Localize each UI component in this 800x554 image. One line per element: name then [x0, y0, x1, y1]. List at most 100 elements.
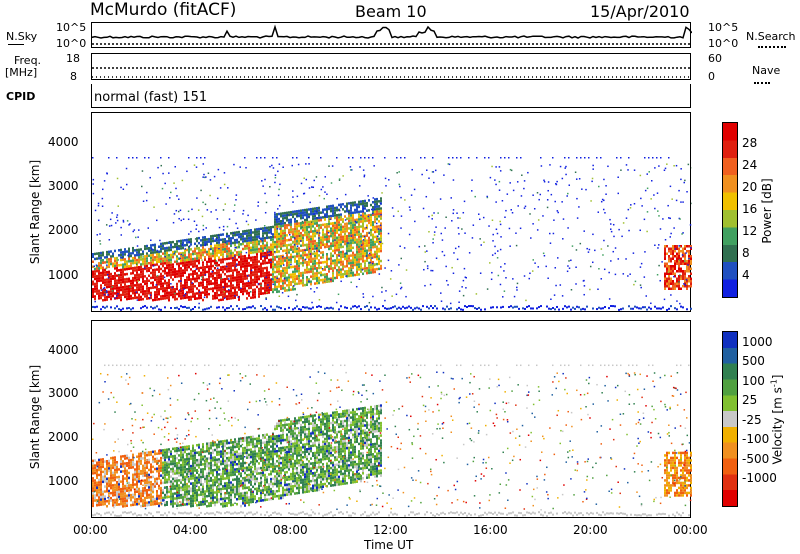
power-cell	[664, 285, 666, 288]
power-cell	[336, 276, 338, 279]
power-cell	[664, 252, 666, 255]
velocity-cell	[116, 490, 118, 494]
power-cell	[254, 260, 256, 264]
power-cell	[331, 232, 333, 235]
power-cell	[300, 271, 302, 275]
power-cell	[360, 255, 362, 258]
power-cell	[294, 272, 296, 276]
power-cell	[690, 247, 692, 250]
power-cell	[150, 264, 152, 267]
power-cell	[226, 277, 228, 281]
velocity-cell	[140, 472, 142, 475]
power-cell	[318, 266, 320, 270]
velocity-cell	[166, 455, 168, 459]
power-cell	[250, 284, 252, 287]
power-cell	[340, 273, 342, 276]
power-cell	[308, 248, 310, 251]
power-cell	[268, 251, 270, 254]
velocity-cell	[146, 493, 148, 497]
power-cell	[556, 305, 558, 308]
power-cell	[364, 207, 366, 210]
velocity-cell	[124, 464, 126, 468]
power-cell	[115, 222, 117, 224]
power-cell	[470, 305, 472, 308]
power-cell	[120, 288, 122, 292]
power-cell	[122, 307, 124, 310]
power-cell	[216, 284, 218, 287]
power-cell	[188, 248, 190, 251]
power-cell	[238, 245, 240, 249]
power-cell	[128, 290, 130, 293]
power-cell	[126, 285, 128, 288]
power-cell	[180, 274, 182, 278]
power-cell	[158, 277, 160, 281]
power-cell	[254, 233, 256, 236]
power-cell	[288, 238, 290, 242]
power-cell	[154, 263, 156, 267]
power-cell	[672, 252, 674, 255]
power-cell	[252, 238, 254, 242]
power-cell	[226, 257, 228, 261]
power-cell	[265, 297, 267, 299]
power-cell	[218, 286, 220, 289]
power-cell	[306, 236, 308, 239]
power-cell	[328, 247, 330, 251]
power-cell	[350, 216, 352, 220]
power-cell	[108, 250, 110, 254]
power-cell	[320, 218, 322, 222]
power-cell	[184, 271, 186, 275]
power-cell	[330, 254, 332, 258]
power-cell	[152, 251, 154, 254]
velocity-cell	[114, 493, 116, 497]
power-cell	[128, 255, 130, 258]
power-cell	[260, 157, 262, 159]
power-cell	[609, 228, 612, 230]
power-cell	[290, 243, 292, 246]
power-cell	[184, 261, 186, 265]
power-cell	[256, 258, 258, 261]
power-cell	[385, 185, 387, 187]
power-cell	[106, 172, 108, 175]
power-cell	[222, 288, 224, 291]
power-cell	[150, 249, 152, 252]
power-cell	[570, 308, 572, 311]
power-cell	[254, 278, 256, 281]
power-cell	[305, 178, 308, 181]
velocity-cell	[112, 471, 114, 475]
power-cell	[222, 225, 225, 228]
power-cell	[620, 308, 622, 311]
power-cell	[258, 230, 260, 233]
power-cell	[362, 202, 364, 206]
velocity-cell	[116, 483, 118, 486]
velocity-cell	[148, 496, 150, 499]
power-cell	[256, 255, 258, 259]
power-cell	[304, 213, 306, 217]
power-cell	[622, 222, 625, 224]
velocity-cell	[156, 497, 158, 500]
power-cell	[134, 269, 136, 272]
power-cell	[304, 233, 306, 237]
power-cell	[328, 220, 330, 223]
power-cell	[380, 227, 382, 230]
power-cell	[380, 237, 382, 240]
power-cell	[288, 223, 291, 225]
power-cell	[102, 266, 104, 269]
power-cell	[503, 270, 505, 272]
power-cell	[250, 264, 252, 267]
velocity-cell	[148, 486, 150, 489]
power-cell	[680, 245, 682, 248]
power-cell	[290, 230, 292, 234]
power-cell	[228, 262, 230, 265]
power-cell	[374, 215, 376, 219]
power-cell	[144, 257, 146, 261]
velocity-cell	[170, 462, 172, 466]
power-cell	[390, 307, 392, 310]
power-cell	[220, 288, 222, 292]
power-cell	[308, 220, 310, 224]
power-cell	[150, 251, 152, 255]
velocity-cell	[172, 460, 174, 463]
power-cell	[458, 290, 461, 292]
power-cell	[302, 209, 304, 212]
power-cell	[495, 166, 497, 168]
power-cell	[225, 265, 228, 268]
